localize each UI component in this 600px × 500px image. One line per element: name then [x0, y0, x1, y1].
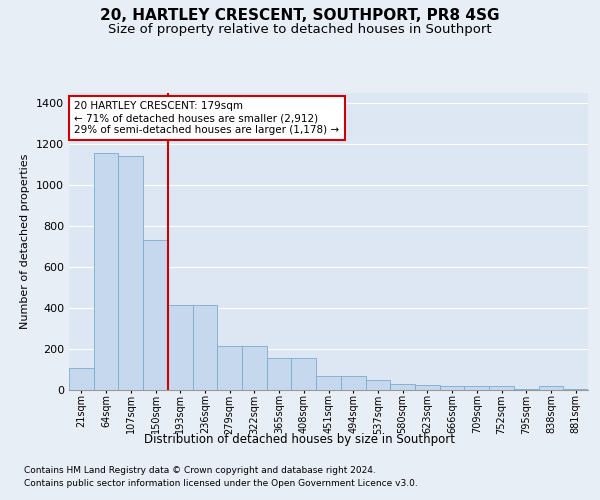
- Bar: [365, 380, 390, 390]
- Text: Size of property relative to detached houses in Southport: Size of property relative to detached ho…: [108, 22, 492, 36]
- Y-axis label: Number of detached properties: Number of detached properties: [20, 154, 31, 329]
- Bar: [341, 376, 365, 390]
- Bar: [168, 305, 193, 390]
- Bar: [440, 386, 464, 390]
- Bar: [464, 386, 489, 390]
- Bar: [267, 358, 292, 390]
- Text: 20, HARTLEY CRESCENT, SOUTHPORT, PR8 4SG: 20, HARTLEY CRESCENT, SOUTHPORT, PR8 4SG: [100, 8, 500, 22]
- Bar: [514, 389, 539, 390]
- Bar: [563, 389, 588, 390]
- Bar: [69, 368, 94, 390]
- Text: 20 HARTLEY CRESCENT: 179sqm
← 71% of detached houses are smaller (2,912)
29% of : 20 HARTLEY CRESCENT: 179sqm ← 71% of det…: [74, 102, 340, 134]
- Bar: [539, 386, 563, 390]
- Bar: [242, 346, 267, 390]
- Bar: [390, 384, 415, 390]
- Bar: [292, 358, 316, 390]
- Bar: [217, 346, 242, 390]
- Bar: [489, 386, 514, 390]
- Text: Distribution of detached houses by size in Southport: Distribution of detached houses by size …: [145, 432, 455, 446]
- Bar: [316, 376, 341, 390]
- Bar: [415, 385, 440, 390]
- Bar: [94, 153, 118, 390]
- Bar: [193, 305, 217, 390]
- Text: Contains public sector information licensed under the Open Government Licence v3: Contains public sector information licen…: [24, 479, 418, 488]
- Bar: [118, 156, 143, 390]
- Text: Contains HM Land Registry data © Crown copyright and database right 2024.: Contains HM Land Registry data © Crown c…: [24, 466, 376, 475]
- Bar: [143, 240, 168, 390]
